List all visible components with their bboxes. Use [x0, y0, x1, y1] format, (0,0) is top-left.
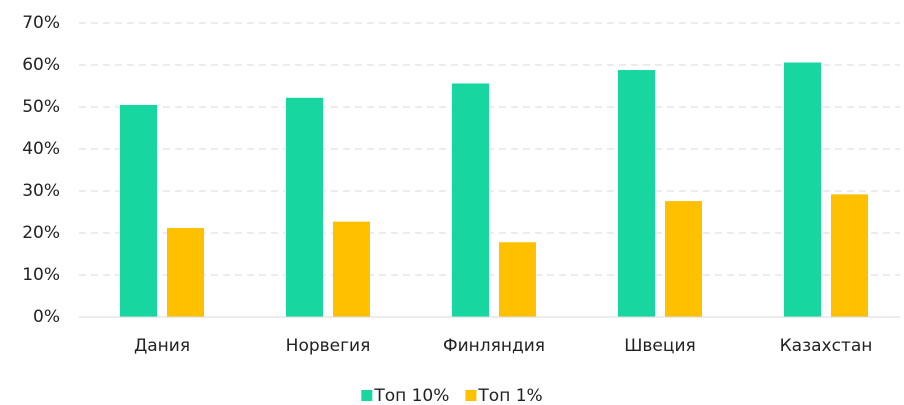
- x-tick-label: Финляндия: [443, 336, 545, 356]
- bar: [167, 227, 204, 317]
- x-tick-label: Казахстан: [780, 336, 873, 356]
- bar: [618, 70, 655, 317]
- x-tick-label: Швеция: [624, 336, 696, 356]
- y-tick-label: 0%: [33, 307, 60, 327]
- y-tick-label: 10%: [22, 265, 60, 285]
- bar: [286, 97, 323, 317]
- y-tick-label: 20%: [22, 223, 60, 243]
- x-tick-label: Дания: [134, 336, 190, 356]
- bar: [452, 83, 489, 317]
- y-tick-label: 30%: [22, 181, 60, 201]
- bar: [120, 104, 157, 318]
- bar: [499, 242, 536, 317]
- bar: [665, 201, 702, 317]
- y-tick-label: 40%: [22, 139, 60, 159]
- y-tick-label: 50%: [22, 97, 60, 117]
- bar: [831, 194, 868, 317]
- legend-swatch: [361, 390, 373, 401]
- legend-label: Топ 10%: [373, 386, 449, 405]
- bar: [333, 221, 370, 317]
- bar: [784, 62, 821, 318]
- y-tick-label: 70%: [22, 13, 60, 33]
- legend-swatch: [465, 390, 477, 401]
- y-tick-label: 60%: [22, 55, 60, 75]
- x-tick-label: Норвегия: [286, 336, 371, 356]
- legend-label: Топ 1%: [477, 386, 542, 405]
